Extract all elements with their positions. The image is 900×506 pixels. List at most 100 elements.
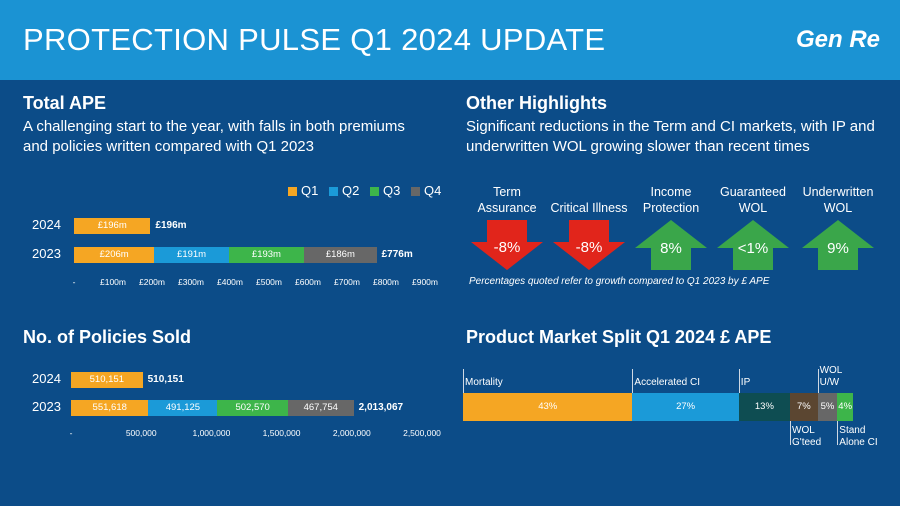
x-tick-label: £900m (412, 277, 438, 287)
category-label: Stand Alone CI (839, 425, 878, 448)
x-tick-label: £100m (100, 277, 126, 287)
page-title: PROTECTION PULSE Q1 2024 UPDATE (23, 22, 606, 57)
bar-label: £196m (97, 220, 127, 231)
bar-label: £193m (251, 249, 281, 260)
x-tick-label: 500,000 (125, 428, 157, 438)
legend-label: Q3 (383, 183, 401, 198)
label-leader (632, 369, 634, 393)
logo: Gen Re (795, 26, 880, 53)
legend-label: Q2 (342, 183, 360, 198)
bar-segment (217, 400, 288, 416)
x-tick-label: £200m (139, 277, 165, 287)
section-title: Total APE (23, 93, 107, 113)
x-tick-label: £600m (295, 277, 321, 287)
share-segment (632, 393, 739, 421)
x-tick-label: 1,500,000 (262, 428, 301, 438)
total-label: £776m (381, 249, 413, 260)
x-tick-label: £300m (178, 277, 204, 287)
y-tick-label: 2023 (32, 399, 61, 414)
arrow-shape (635, 220, 707, 270)
x-tick-label: 1,000,000 (192, 428, 231, 438)
section-title: Product Market Split Q1 2024 £ APE (466, 327, 772, 347)
arrow-shape (717, 220, 789, 270)
legend-label: Q4 (424, 183, 442, 198)
total-label: £196m (155, 220, 187, 231)
arrow (471, 220, 543, 270)
x-tick-label: £400m (217, 277, 243, 287)
arrow (635, 220, 707, 270)
y-tick-label: 2024 (32, 217, 61, 232)
bar-label: 467,754 (303, 402, 338, 413)
highlight-label: Term Assurance (477, 185, 537, 215)
bar-segment (71, 372, 143, 388)
bar-label: 551,618 (92, 402, 127, 413)
y-tick-label: 2023 (32, 246, 61, 261)
bar-segment (304, 247, 377, 263)
arrow (802, 220, 874, 270)
bar-segment (228, 247, 305, 263)
category-label: IP (740, 377, 751, 388)
highlight-value: -8% (493, 239, 521, 256)
label-leader (817, 369, 819, 393)
bar-label: £206m (99, 249, 129, 260)
section-title: Other Highlights (466, 93, 607, 113)
label-leader (463, 369, 464, 393)
highlight-value: -8% (575, 239, 603, 256)
arrow-shape (802, 220, 874, 270)
highlight-label: Income Protection (642, 185, 700, 215)
bar-segment (148, 400, 218, 416)
legend-swatch (411, 187, 420, 196)
bar-label: 502,570 (235, 402, 270, 413)
share-segment (837, 393, 854, 421)
category-label: WOL U/W (819, 365, 843, 388)
x-tick-label: 2,000,000 (332, 428, 371, 438)
highlight-value: 8% (660, 240, 682, 257)
bar-label: £191m (177, 249, 207, 260)
legend-label: Q1 (301, 183, 319, 198)
total-label: 510,151 (147, 374, 184, 385)
bar-segment (154, 247, 229, 263)
bar-label: £186m (325, 249, 355, 260)
arrow (553, 220, 625, 270)
bar-segment (71, 400, 149, 416)
bar-segment (74, 218, 151, 234)
x-tick-label: - (69, 428, 73, 438)
highlight-value: 9% (827, 240, 849, 257)
x-tick-label: £800m (373, 277, 399, 287)
footnote: Percentages quoted refer to growth compa… (469, 276, 770, 287)
bar-label: 510,151 (89, 374, 124, 385)
share-label: 4% (838, 401, 853, 412)
highlight-label: Critical Illness (550, 201, 628, 215)
label-leader (738, 369, 740, 393)
x-tick-label: - (72, 277, 76, 287)
highlight-label: Underwritten WOL (802, 185, 874, 215)
share-segment (817, 393, 838, 421)
share-label: 7% (796, 401, 811, 412)
category-label: Mortality (465, 377, 503, 388)
share-segment (738, 393, 791, 421)
share-label: 13% (754, 401, 774, 412)
section-subtitle: A challenging start to the year, with fa… (23, 118, 405, 155)
highlight-value: <1% (737, 240, 769, 257)
share-segment (790, 393, 818, 421)
x-tick-label: 2,500,000 (403, 428, 441, 438)
x-tick-label: £500m (256, 277, 282, 287)
share-label: 43% (538, 401, 558, 412)
section-title: No. of Policies Sold (23, 327, 192, 347)
highlight-label: Guaranteed WOL (719, 185, 787, 215)
y-tick-label: 2024 (32, 371, 61, 386)
arrow (717, 220, 789, 270)
legend-swatch (288, 187, 297, 196)
header-band (0, 0, 900, 80)
total-label: 2,013,067 (358, 402, 404, 413)
legend-swatch (370, 187, 379, 196)
x-tick-label: £700m (334, 277, 360, 287)
bar-segment (74, 247, 155, 263)
share-label: 5% (820, 401, 835, 412)
section-subtitle: Significant reductions in the Term and C… (466, 118, 875, 155)
arrow-shape (553, 220, 625, 270)
category-label: WOL G'teed (792, 425, 822, 448)
share-label: 27% (676, 401, 696, 412)
label-leader (790, 421, 792, 445)
